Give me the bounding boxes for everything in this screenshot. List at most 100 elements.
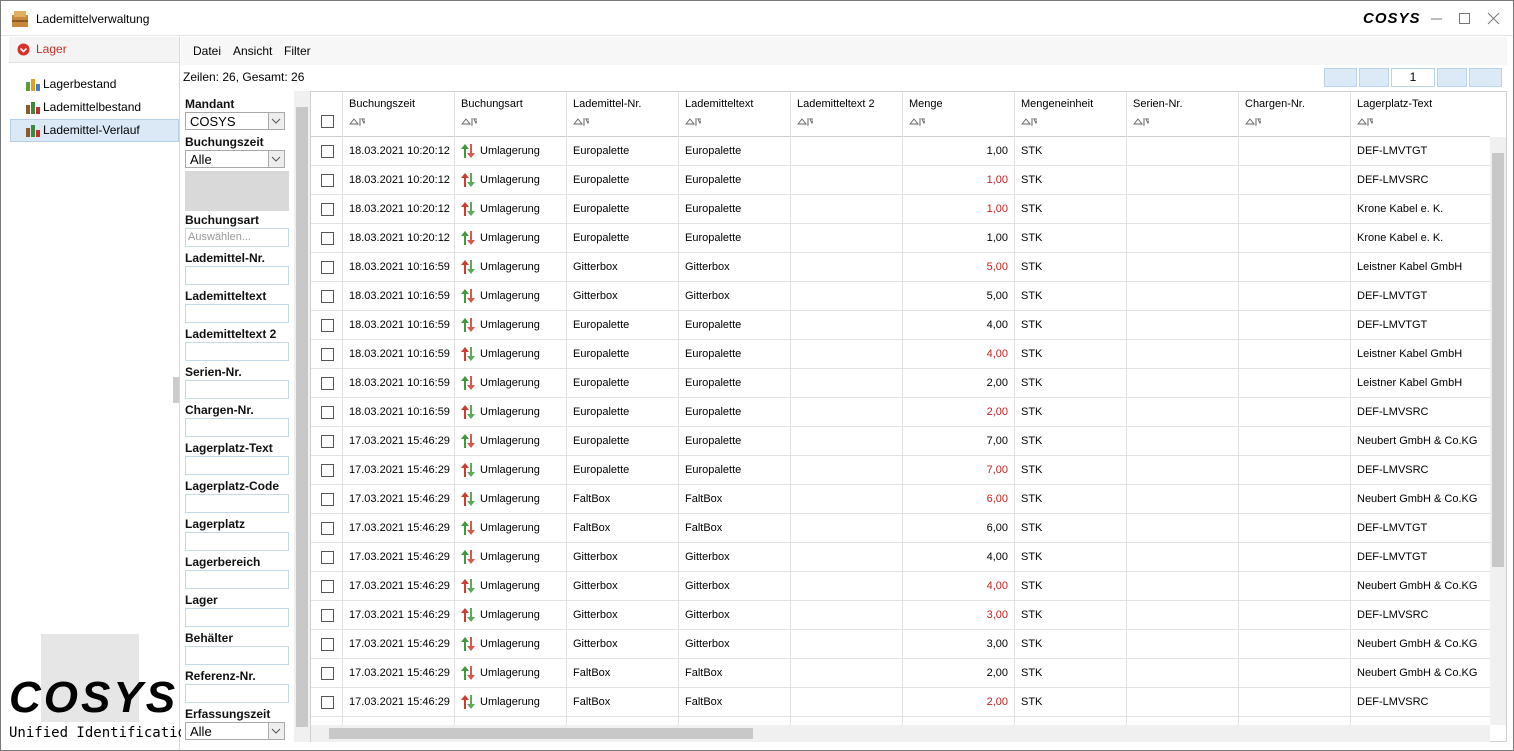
filter-input[interactable] bbox=[185, 532, 289, 551]
nav-item[interactable]: Lademittel-Verlauf bbox=[43, 123, 140, 137]
grid-v-thumb[interactable] bbox=[1492, 153, 1504, 567]
table-row bbox=[311, 195, 1490, 224]
row-checkbox[interactable] bbox=[321, 261, 334, 274]
prev-page[interactable] bbox=[1359, 68, 1389, 87]
row-checkbox[interactable] bbox=[321, 435, 334, 448]
header-row bbox=[311, 92, 1490, 137]
dropdown-button[interactable] bbox=[268, 151, 284, 167]
table-row bbox=[311, 572, 1490, 601]
filter-input[interactable] bbox=[185, 266, 289, 285]
grid-h-thumb[interactable] bbox=[329, 728, 753, 739]
filter-select[interactable]: COSYS bbox=[185, 112, 285, 130]
row-checkbox[interactable] bbox=[321, 667, 334, 680]
filter-scroll-thumb[interactable] bbox=[296, 107, 308, 727]
booking-icon bbox=[461, 144, 475, 158]
nav-item[interactable]: Lagerbestand bbox=[43, 77, 117, 91]
filter-input[interactable] bbox=[185, 418, 289, 437]
row-checkbox[interactable] bbox=[321, 145, 334, 158]
filter-input[interactable] bbox=[185, 494, 289, 513]
row-checkbox[interactable] bbox=[321, 377, 334, 390]
row-checkbox[interactable] bbox=[321, 638, 334, 651]
filter-select[interactable]: Alle bbox=[185, 150, 285, 168]
cell: 18.03.2021 10:16:59 bbox=[349, 377, 450, 389]
row-checkbox[interactable] bbox=[321, 696, 334, 709]
nav-item[interactable]: Lademittelbestand bbox=[43, 100, 142, 114]
cell: STK bbox=[1021, 290, 1043, 302]
cell: 17.03.2021 15:46:29 bbox=[349, 609, 450, 621]
row-checkbox[interactable] bbox=[321, 203, 334, 216]
menu-item[interactable]: Filter bbox=[284, 44, 311, 58]
row-checkbox[interactable] bbox=[321, 522, 334, 535]
table-row bbox=[311, 166, 1490, 195]
column-header[interactable]: Buchungszeit bbox=[349, 98, 416, 110]
row-checkbox[interactable] bbox=[321, 580, 334, 593]
row-checkbox[interactable] bbox=[321, 464, 334, 477]
filter-input[interactable] bbox=[185, 570, 289, 589]
column-header[interactable]: Mengeneinheit bbox=[1021, 98, 1094, 110]
column-header[interactable]: Serien-Nr. bbox=[1133, 98, 1183, 110]
collapse-icon bbox=[17, 43, 30, 56]
header-checkbox[interactable] bbox=[321, 115, 334, 128]
row-count: Zeilen: 26, Gesamt: 26 bbox=[183, 70, 305, 84]
filter-input[interactable] bbox=[185, 684, 289, 703]
filter-input[interactable] bbox=[185, 608, 289, 627]
filter-input[interactable] bbox=[185, 456, 289, 475]
filter-label: Lademitteltext 2 bbox=[185, 327, 277, 341]
menu-item[interactable]: Ansicht bbox=[233, 44, 273, 58]
dropdown-button[interactable] bbox=[268, 723, 284, 739]
menu-item[interactable]: Datei bbox=[193, 44, 222, 58]
window-controls[interactable] bbox=[1429, 11, 1505, 27]
row-checkbox[interactable] bbox=[321, 609, 334, 622]
row-checkbox[interactable] bbox=[321, 174, 334, 187]
cell: Umlagerung bbox=[480, 203, 540, 215]
sort-controls bbox=[1021, 118, 1037, 126]
cell: STK bbox=[1021, 638, 1043, 650]
column-header[interactable]: Buchungsart bbox=[461, 98, 523, 110]
row-checkbox[interactable] bbox=[321, 493, 334, 506]
filter-label: Lagerplatz-Text bbox=[185, 441, 273, 455]
filter-input[interactable] bbox=[185, 228, 289, 247]
table-row bbox=[311, 630, 1490, 659]
filter-input[interactable] bbox=[185, 380, 289, 399]
column-header[interactable]: Menge bbox=[909, 98, 943, 110]
filter-input[interactable] bbox=[185, 304, 289, 323]
column-header[interactable]: Lagerplatz-Text bbox=[1357, 98, 1433, 110]
cell: Neubert GmbH & Co.KG bbox=[1357, 638, 1478, 650]
booking-icon bbox=[461, 637, 475, 651]
cell: 18.03.2021 10:20:12 bbox=[349, 232, 450, 244]
dropdown-button[interactable] bbox=[268, 113, 284, 129]
row-checkbox[interactable] bbox=[321, 551, 334, 564]
filter-select[interactable]: Alle bbox=[185, 722, 285, 740]
first-page[interactable] bbox=[1324, 68, 1357, 87]
table-row bbox=[311, 311, 1490, 340]
row-checkbox[interactable] bbox=[321, 406, 334, 419]
cell: STK bbox=[1021, 203, 1043, 215]
splitter-handle[interactable] bbox=[173, 377, 179, 403]
filter-input[interactable] bbox=[185, 646, 289, 665]
sidebar-header[interactable] bbox=[9, 37, 179, 63]
row-checkbox[interactable] bbox=[321, 319, 334, 332]
row-checkbox[interactable] bbox=[321, 232, 334, 245]
next-page[interactable] bbox=[1437, 68, 1467, 87]
table-row bbox=[311, 340, 1490, 369]
cell: Umlagerung bbox=[480, 667, 540, 679]
last-page[interactable] bbox=[1469, 68, 1502, 87]
column-header[interactable]: Lademitteltext 2 bbox=[797, 98, 875, 110]
cell-quantity: 7,00 bbox=[986, 464, 1008, 476]
cell: Europalette bbox=[685, 348, 742, 360]
row-checkbox[interactable] bbox=[321, 290, 334, 303]
booking-icon bbox=[461, 347, 475, 361]
row-checkbox[interactable] bbox=[321, 348, 334, 361]
cell: Leistner Kabel GmbH bbox=[1357, 261, 1463, 273]
booking-icon bbox=[461, 666, 475, 680]
page-number[interactable]: 1 bbox=[1391, 68, 1435, 87]
table-row bbox=[311, 688, 1490, 717]
column-header[interactable]: Lademitteltext bbox=[685, 98, 754, 110]
booking-icon bbox=[461, 608, 475, 622]
cell: Neubert GmbH & Co.KG bbox=[1357, 493, 1478, 505]
column-header[interactable]: Lademittel-Nr. bbox=[573, 98, 642, 110]
column-header[interactable]: Chargen-Nr. bbox=[1245, 98, 1305, 110]
cell: STK bbox=[1021, 493, 1043, 505]
cell: 17.03.2021 15:46:29 bbox=[349, 580, 450, 592]
filter-input[interactable] bbox=[185, 342, 289, 361]
